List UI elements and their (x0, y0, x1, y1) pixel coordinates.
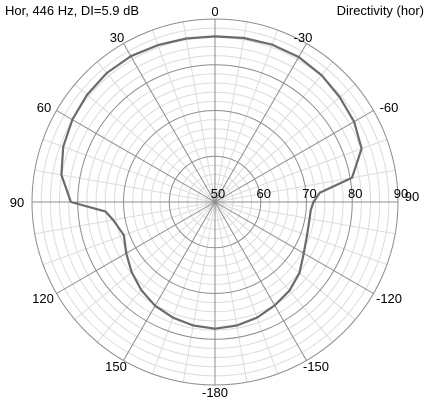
major-grid-spoke (56, 201, 216, 294)
major-grid-spoke (56, 110, 216, 203)
radial-tick-label: 60 (257, 186, 271, 201)
chart-right-title: Directivity (hor) (336, 3, 424, 18)
angle-tick-label: -30 (294, 30, 313, 45)
major-grid-spoke (123, 201, 216, 361)
angle-tick-label: 120 (32, 291, 54, 306)
radial-tick-label: 50 (211, 186, 225, 201)
directivity-curve (60, 35, 363, 330)
angle-tick-label: 30 (110, 30, 124, 45)
angle-tick-label: -180 (202, 385, 228, 400)
major-grid-spoke (214, 43, 307, 203)
major-grid-spoke (123, 43, 216, 203)
chart-title: Hor, 446 Hz, DI=5.9 dB (5, 3, 140, 18)
angle-tick-label: 60 (37, 100, 51, 115)
angle-tick-label: 90 (405, 189, 419, 204)
angle-tick-label: 90 (10, 195, 24, 210)
angle-tick-label: 0 (211, 4, 218, 19)
major-grid-spoke (214, 201, 307, 361)
radial-tick-label: 90 (394, 186, 408, 201)
radial-tick-label: 70 (302, 186, 316, 201)
radial-tick-label: 80 (348, 186, 362, 201)
angle-tick-label: -120 (376, 291, 402, 306)
major-grid-spoke (214, 110, 374, 203)
major-grid-spoke (214, 201, 374, 294)
angle-tick-label: 150 (105, 359, 127, 374)
angle-tick-label: -60 (380, 100, 399, 115)
angle-tick-label: -150 (303, 359, 329, 374)
